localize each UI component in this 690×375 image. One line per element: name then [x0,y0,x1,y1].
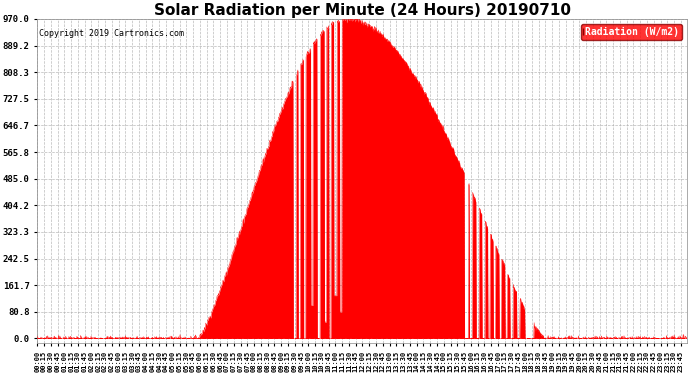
Title: Solar Radiation per Minute (24 Hours) 20190710: Solar Radiation per Minute (24 Hours) 20… [154,3,571,18]
Legend: Radiation (W/m2): Radiation (W/m2) [580,24,682,40]
Text: Copyright 2019 Cartronics.com: Copyright 2019 Cartronics.com [39,28,184,38]
